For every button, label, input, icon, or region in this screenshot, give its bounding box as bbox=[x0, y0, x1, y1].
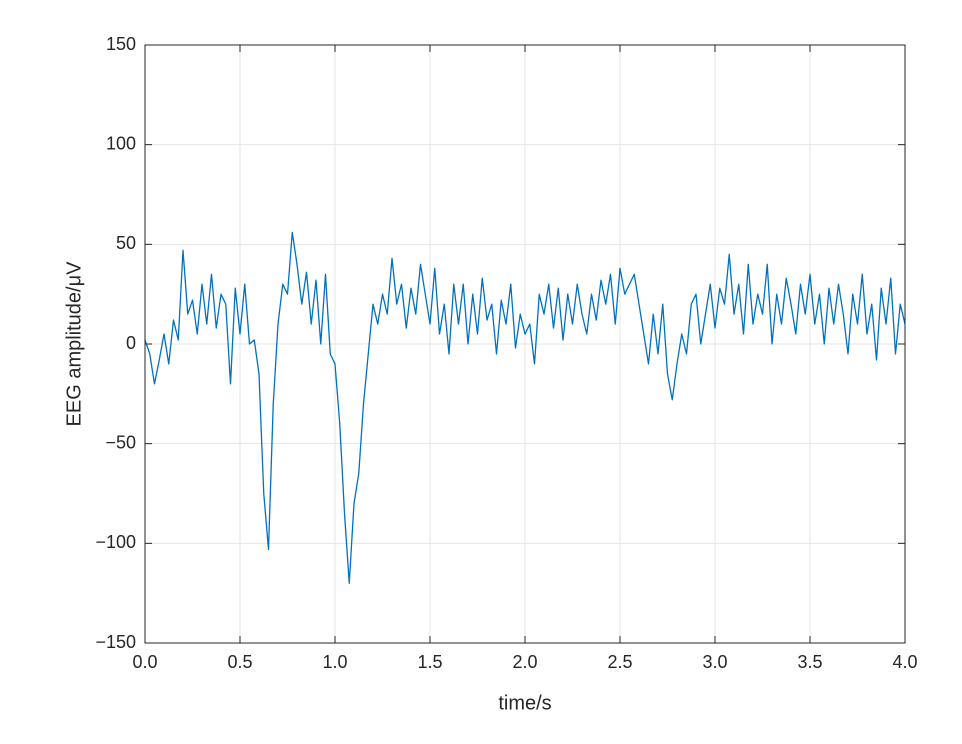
x-tick-label: 0.5 bbox=[227, 652, 252, 672]
y-tick-label: 100 bbox=[106, 133, 136, 153]
x-tick-label: 1.0 bbox=[322, 652, 347, 672]
x-axis-label: time/s bbox=[498, 692, 551, 714]
y-tick-label: 150 bbox=[106, 34, 136, 54]
x-tick-label: 0.0 bbox=[132, 652, 157, 672]
x-tick-label: 1.5 bbox=[417, 652, 442, 672]
y-tick-label: 0 bbox=[126, 333, 136, 353]
y-tick-label: −150 bbox=[95, 632, 136, 652]
y-tick-label: −100 bbox=[95, 532, 136, 552]
x-tick-label: 2.0 bbox=[512, 652, 537, 672]
y-axis-label: EEG amplitude/μV bbox=[63, 261, 85, 427]
y-tick-label: −50 bbox=[105, 432, 136, 452]
x-tick-label: 3.0 bbox=[702, 652, 727, 672]
x-tick-label: 2.5 bbox=[607, 652, 632, 672]
data-line bbox=[144, 231, 906, 584]
y-tick-label: 50 bbox=[116, 233, 136, 253]
axes-box bbox=[144, 44, 906, 644]
x-tick-label: 4.0 bbox=[892, 652, 917, 672]
x-tick-label: 3.5 bbox=[797, 652, 822, 672]
